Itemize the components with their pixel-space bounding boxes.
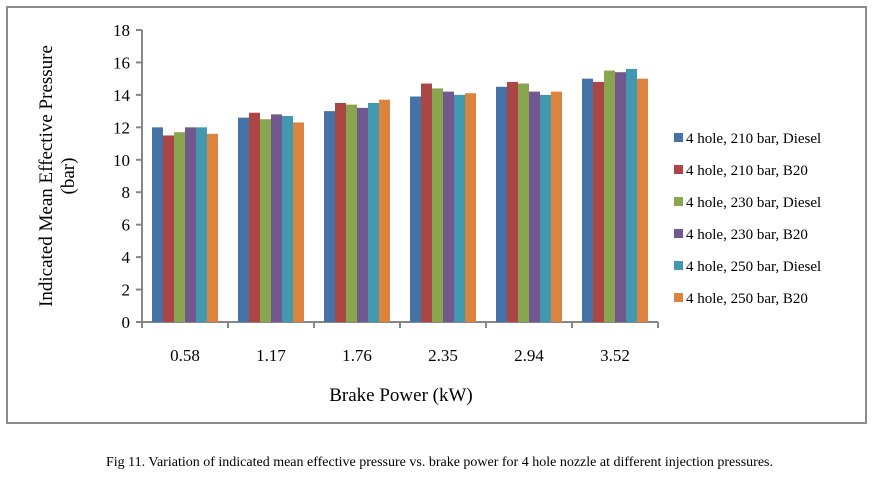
bar xyxy=(593,81,604,323)
bar xyxy=(626,68,637,322)
bar xyxy=(357,107,368,322)
chart-frame: Indicated Mean Effective Pressure (bar) 0… xyxy=(6,6,867,424)
x-tick-label: 0.58 xyxy=(170,346,200,365)
legend-label: 4 hole, 230 bar, B20 xyxy=(686,227,808,243)
y-tick-label: 4 xyxy=(122,248,131,267)
bar xyxy=(207,133,218,322)
y-tick-label: 10 xyxy=(113,151,130,170)
bar xyxy=(293,122,304,322)
x-axis-title: Brake Power (kW) xyxy=(329,385,473,406)
bar xyxy=(346,104,357,322)
bar xyxy=(518,83,529,323)
bar xyxy=(335,103,346,322)
legend-label: 4 hole, 230 bar, Diesel xyxy=(686,195,821,211)
bars xyxy=(152,68,648,323)
bar xyxy=(421,83,432,323)
y-tick-label: 12 xyxy=(113,118,130,137)
bar xyxy=(604,70,615,322)
legend-label: 4 hole, 210 bar, B20 xyxy=(686,163,808,179)
bar xyxy=(282,115,293,322)
x-tick-label: 1.76 xyxy=(342,346,372,365)
figure-caption: Fig 11. Variation of indicated mean effe… xyxy=(106,455,773,470)
bar xyxy=(496,86,507,323)
bar xyxy=(163,135,174,322)
y-tick-label: 18 xyxy=(113,21,130,40)
x-tick-label: 2.94 xyxy=(514,346,544,365)
bar xyxy=(152,127,163,322)
bar xyxy=(379,99,390,322)
legend-label: 4 hole, 250 bar, B20 xyxy=(686,291,808,307)
bar xyxy=(368,103,379,322)
y-tick-label: 16 xyxy=(113,53,130,72)
legend-label: 4 hole, 210 bar, Diesel xyxy=(686,131,821,147)
bar xyxy=(238,117,249,322)
bar xyxy=(637,78,648,323)
y-axis: 0 2 4 6 8 10 12 14 16 18 xyxy=(113,21,143,332)
legend-label: 4 hole, 250 bar, Diesel xyxy=(686,259,821,275)
bar xyxy=(443,91,454,323)
legend-swatch xyxy=(674,165,683,174)
x-tick-label: 2.35 xyxy=(428,346,458,365)
chart: Indicated Mean Effective Pressure (bar) 0… xyxy=(36,21,821,406)
bar xyxy=(432,88,443,323)
y-axis-title: Indicated Mean Effective Pressure (bar) xyxy=(36,45,79,307)
x-tick-label: 1.17 xyxy=(256,346,286,365)
bar xyxy=(551,91,562,323)
legend-swatch xyxy=(674,293,683,302)
x-tick-label: 3.52 xyxy=(600,346,630,365)
bar xyxy=(615,72,626,322)
y-tick-label: 2 xyxy=(122,281,131,300)
y-tick-label: 14 xyxy=(113,86,131,105)
legend-swatch xyxy=(674,133,683,142)
y-axis-title-line: Indicated Mean Effective Pressure xyxy=(36,45,57,307)
bar xyxy=(185,127,196,322)
bar xyxy=(507,81,518,323)
bar xyxy=(410,96,421,322)
legend-swatch xyxy=(674,261,683,270)
bar xyxy=(540,94,551,322)
bar xyxy=(249,112,260,322)
bar xyxy=(196,127,207,322)
bar xyxy=(454,94,465,322)
bar xyxy=(174,132,185,322)
bar xyxy=(582,78,593,323)
y-tick-label: 6 xyxy=(122,216,131,235)
y-axis-title-line: (bar) xyxy=(58,158,79,195)
y-tick-label: 0 xyxy=(122,313,131,332)
bar xyxy=(324,111,335,322)
x-axis: 0.58 1.17 1.76 2.35 2.94 3.52 xyxy=(141,321,659,365)
legend-swatch xyxy=(674,229,683,238)
bar xyxy=(529,91,540,323)
bar xyxy=(271,114,282,322)
bar xyxy=(465,93,476,323)
y-tick-label: 8 xyxy=(122,183,131,202)
legend: 4 hole, 210 bar, Diesel 4 hole, 210 bar, … xyxy=(674,131,821,307)
legend-swatch xyxy=(674,197,683,206)
bar xyxy=(260,119,271,322)
